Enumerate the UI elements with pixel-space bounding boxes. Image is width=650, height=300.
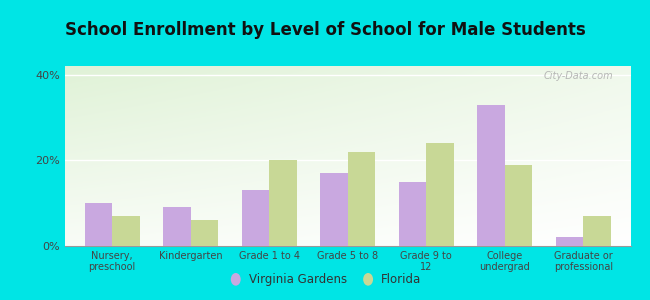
Text: School Enrollment by Level of School for Male Students: School Enrollment by Level of School for…: [64, 21, 586, 39]
Bar: [556, 237, 584, 246]
Bar: [269, 160, 296, 246]
Bar: [505, 165, 532, 246]
Bar: [477, 105, 505, 246]
Bar: [399, 182, 426, 246]
Bar: [242, 190, 269, 246]
Bar: [426, 143, 454, 246]
Bar: [320, 173, 348, 246]
Bar: [84, 203, 112, 246]
Text: City-Data.com: City-Data.com: [544, 71, 614, 81]
Bar: [163, 207, 190, 246]
Bar: [190, 220, 218, 246]
Legend: Virginia Gardens, Florida: Virginia Gardens, Florida: [224, 269, 426, 291]
Bar: [112, 216, 140, 246]
Bar: [584, 216, 611, 246]
Bar: [348, 152, 375, 246]
